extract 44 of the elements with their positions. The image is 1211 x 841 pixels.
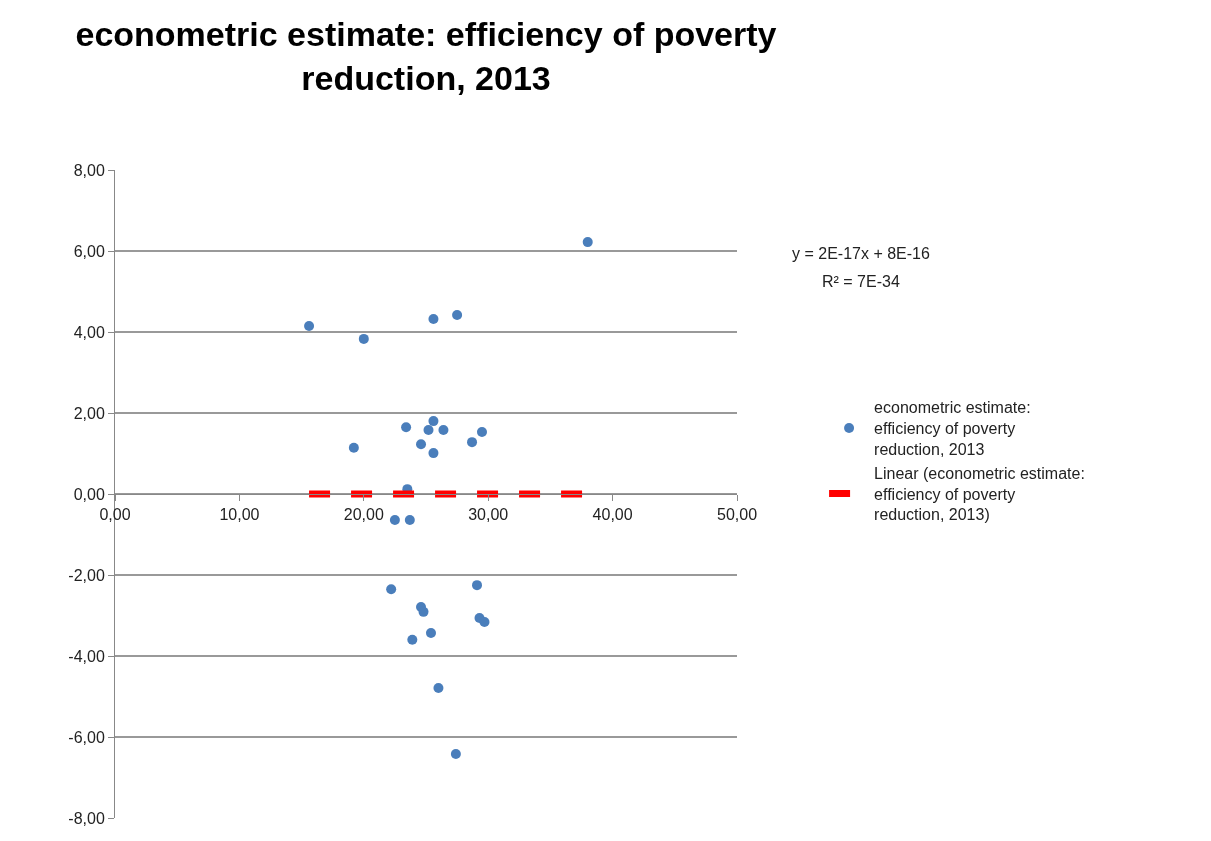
- legend-label: Linear (econometric estimate: efficiency of poverty reduction, 2013): [874, 464, 1085, 524]
- point: [423, 425, 434, 436]
- point: [348, 442, 359, 453]
- point: [416, 439, 427, 450]
- point: [472, 580, 482, 591]
- chart-title: econometric estimate: efficiency of poverty reduction, 2013: [75, 15, 777, 98]
- point: [425, 627, 436, 638]
- point: [582, 237, 593, 248]
- point: [479, 616, 490, 627]
- x-tick-label: 40,00: [592, 506, 633, 524]
- point: [428, 416, 439, 427]
- y-tick-label: 4,00: [73, 323, 105, 341]
- point: [428, 314, 439, 325]
- text: R² = 7E-34: [822, 273, 900, 290]
- y-tick-label: -2,00: [68, 566, 105, 584]
- point: [433, 683, 444, 693]
- point: [386, 584, 397, 595]
- text: y = 2E-17x + 8E-16: [792, 245, 930, 262]
- point: [428, 448, 439, 459]
- x-tick-label: 50,00: [716, 506, 758, 524]
- point: [450, 749, 461, 760]
- point: [476, 427, 487, 438]
- point: [418, 606, 429, 617]
- y-tick-label: 6,00: [73, 242, 105, 260]
- x-tick-label: 20,00: [343, 506, 384, 524]
- x-tick-label: 30,00: [468, 506, 509, 524]
- point: [389, 514, 400, 525]
- y-tick-label: -4,00: [68, 647, 105, 665]
- point: [401, 422, 412, 433]
- point: [438, 425, 449, 436]
- x-tick-label: 0,00: [99, 506, 131, 524]
- legend-label: econometric estimate: efficiency of poverty reduction, 2013: [874, 399, 1031, 459]
- y-tick-label: 0,00: [73, 485, 105, 503]
- point: [358, 333, 369, 344]
- point: [407, 634, 418, 645]
- y-tick-label: 2,00: [73, 404, 105, 422]
- y-tick-label: -6,00: [68, 728, 105, 746]
- point: [452, 309, 463, 320]
- x-tick-label: 10,00: [219, 506, 260, 524]
- point: [467, 437, 478, 448]
- point: [404, 514, 415, 525]
- y-tick-label: 8,00: [73, 161, 105, 179]
- point: [304, 320, 315, 331]
- y-tick-label: -8,00: [68, 809, 105, 827]
